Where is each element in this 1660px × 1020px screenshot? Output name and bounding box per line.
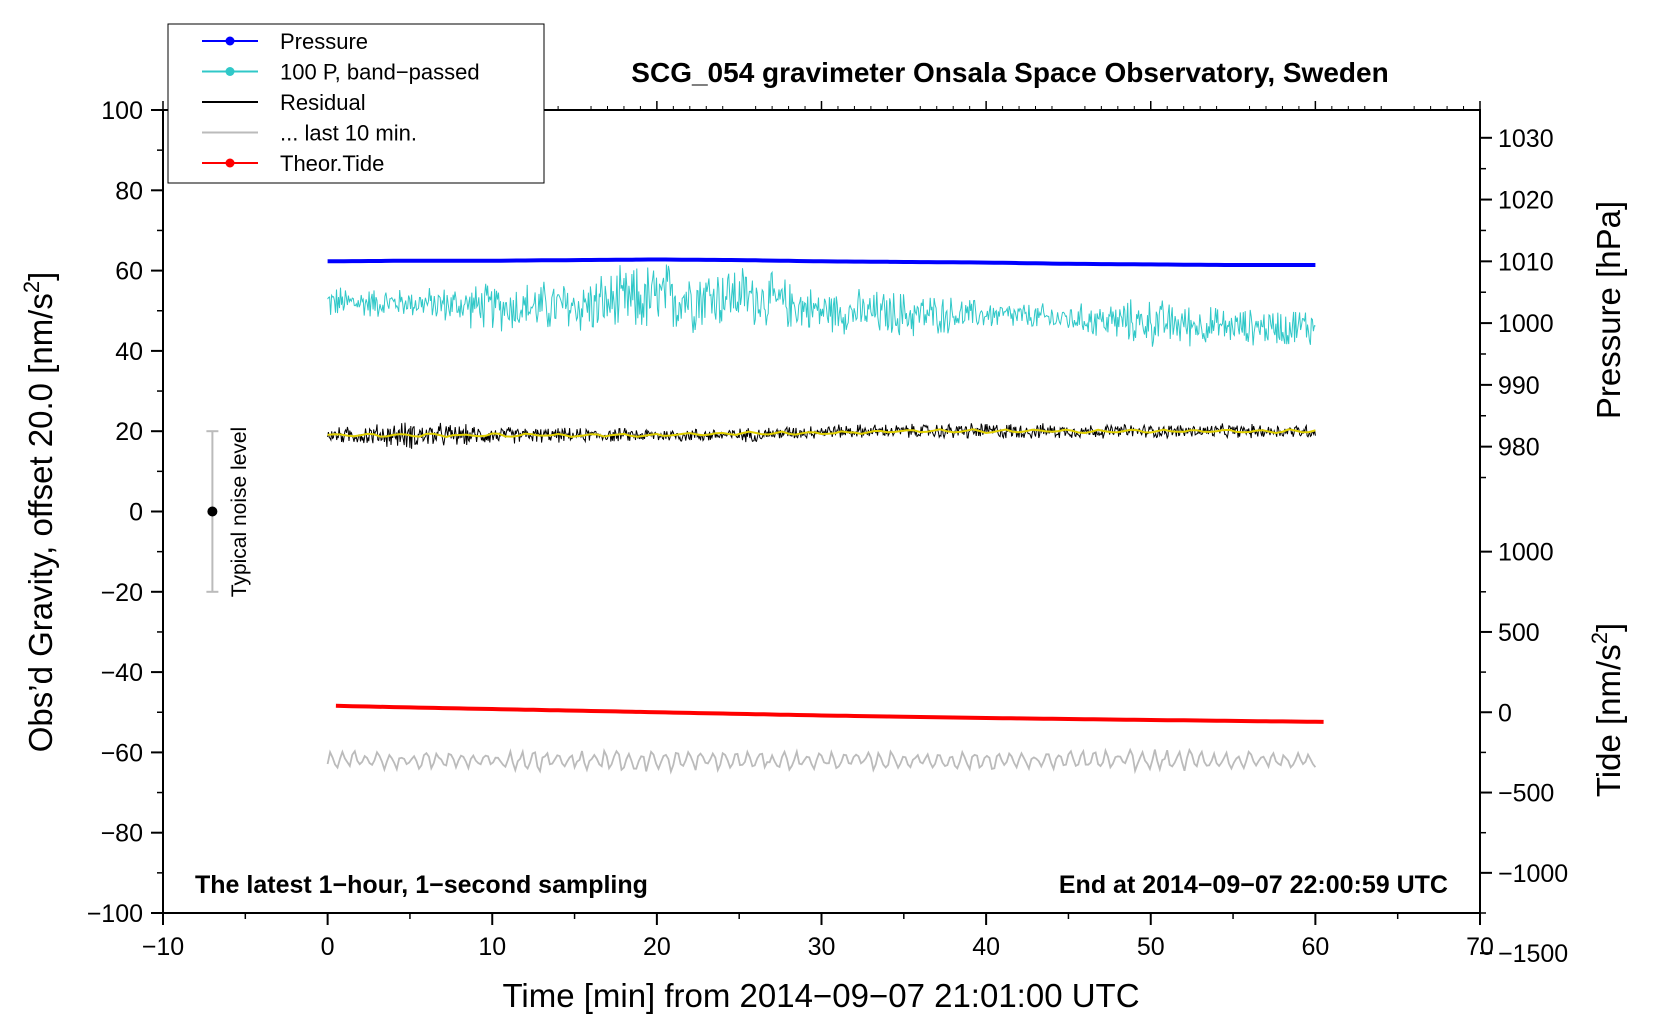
legend-marker	[225, 36, 235, 46]
y-axis-title-left-end: ]	[22, 272, 59, 281]
y-tick-label: 0	[129, 499, 143, 527]
legend-label: Residual	[280, 90, 366, 115]
pressure-tick-label: 1010	[1498, 248, 1554, 276]
tide-tick-label: 500	[1498, 619, 1540, 647]
series-band-passed	[327, 264, 1316, 347]
y-axis-title-tide-end: ]	[1590, 623, 1627, 632]
y-tick-label: −100	[87, 900, 143, 928]
y-tick-label: −60	[101, 739, 143, 767]
legend-label: Theor.Tide	[280, 151, 384, 176]
series-last-10-min	[326, 747, 1317, 775]
y-axis-title-tide-sup: 2	[1587, 632, 1612, 644]
x-axis-title: Time [min] from 2014−09−07 21:01:00 UTC	[502, 977, 1139, 1014]
y-tick-label: −80	[101, 820, 143, 848]
noise-bar-center	[207, 506, 218, 517]
x-tick-label: −10	[142, 933, 184, 961]
pressure-tick-label: 1020	[1498, 187, 1554, 215]
x-tick-label: 20	[643, 933, 671, 961]
y-axis-title-left: Obs’d Gravity, offset 20.0 [nm/s2]	[19, 272, 59, 753]
legend: Pressure 100 P, band−passed Residual ... la…	[167, 23, 545, 184]
y-tick-label: −40	[101, 659, 143, 687]
tide-tick-label: 0	[1498, 699, 1512, 727]
y-axis-title-left-main: Obs’d Gravity, offset 20.0 [nm/s	[22, 293, 59, 752]
pressure-tick-label: 1030	[1498, 125, 1554, 153]
y-tick-label: −20	[101, 579, 143, 607]
legend-marker	[225, 67, 235, 76]
annotation-end-time: End at 2014−09−07 22:00:59 UTC	[1059, 871, 1448, 899]
y-tick-label: 80	[115, 177, 143, 205]
y-tick-label: 60	[115, 258, 143, 286]
x-tick-label: 10	[478, 933, 506, 961]
legend-box	[167, 23, 545, 184]
axes-layer: −10 0 10 20 30 40 50 60 70100806040200−20−40−60−…	[87, 97, 1569, 968]
series-layer	[326, 257, 1324, 775]
legend-items: Pressure 100 P, band−passed Residual ... la…	[202, 29, 480, 176]
tide-tick-label: −1500	[1498, 940, 1568, 968]
tide-tick-label: −1000	[1498, 860, 1568, 888]
annotation-sampling: The latest 1−hour, 1−second sampling	[195, 871, 648, 899]
y-axis-title-pressure: Pressure [hPa]	[1590, 201, 1627, 419]
y-axis-title-tide-main: Tide [nm/s	[1590, 644, 1627, 797]
plot-frame	[162, 109, 1481, 914]
series-residual	[327, 422, 1316, 449]
tide-tick-label: 1000	[1498, 539, 1554, 567]
x-tick-label: 50	[1137, 933, 1165, 961]
pressure-tick-label: 980	[1498, 434, 1540, 462]
legend-label: 100 P, band−passed	[280, 60, 480, 85]
tide-tick-label: −500	[1498, 780, 1554, 808]
y-tick-label: 40	[115, 338, 143, 366]
series-theor-tide	[335, 703, 1324, 724]
pressure-tick-label: 990	[1498, 372, 1540, 400]
chart-title: SCG_054 gravimeter Onsala Space Observat…	[631, 57, 1388, 88]
y-axis-title-tide: Tide [nm/s2]	[1587, 623, 1627, 797]
noise-indicator	[206, 430, 219, 593]
x-tick-label: 30	[808, 933, 836, 961]
x-tick-label: 40	[972, 933, 1000, 961]
y-tick-label: 20	[115, 418, 143, 446]
x-tick-label: 0	[321, 933, 335, 961]
series-residual-smoothed	[327, 428, 1316, 439]
y-tick-label: 100	[101, 97, 143, 125]
pressure-tick-label: 1000	[1498, 310, 1554, 338]
x-tick-label: 60	[1301, 933, 1329, 961]
legend-marker	[225, 158, 235, 168]
series-pressure	[327, 257, 1316, 267]
x-tick-label: 70	[1466, 933, 1494, 961]
noise-level-label: Typical noise level	[228, 427, 251, 597]
legend-label: Pressure	[280, 29, 368, 54]
legend-label: ... last 10 min.	[280, 121, 417, 146]
y-axis-title-left-sup: 2	[19, 281, 44, 293]
